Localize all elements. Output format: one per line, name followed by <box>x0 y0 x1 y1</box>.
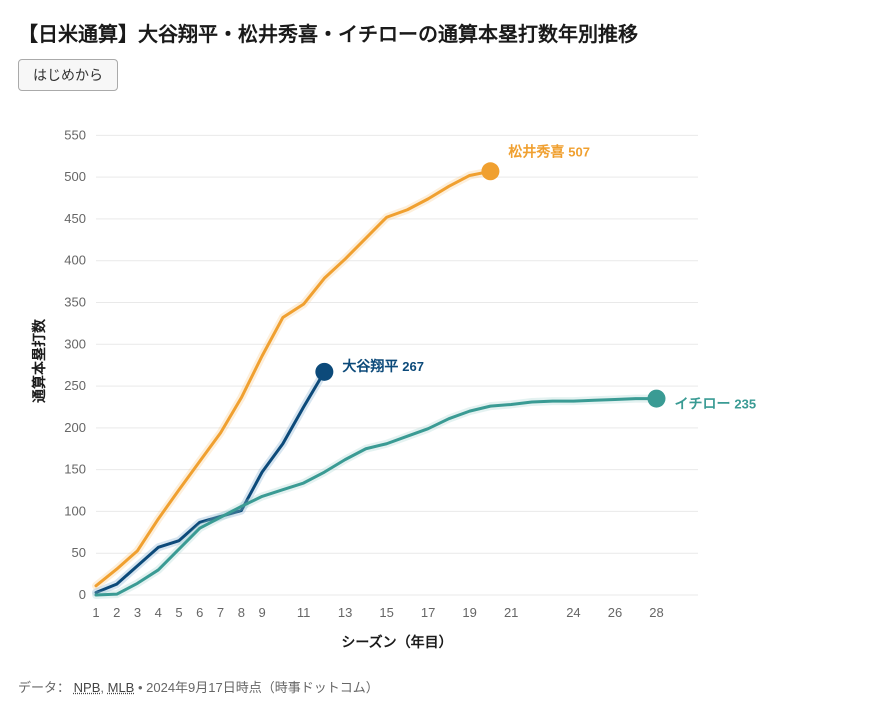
restart-button[interactable]: はじめから <box>18 59 118 91</box>
svg-text:450: 450 <box>64 211 86 226</box>
svg-text:150: 150 <box>64 462 86 477</box>
svg-text:4: 4 <box>155 605 162 620</box>
footer-bullet: • <box>134 680 146 695</box>
series-ichiro: イチロー 235 <box>96 390 756 595</box>
chart-title: 【日米通算】大谷翔平・松井秀喜・イチローの通算本塁打数年別推移 <box>18 18 859 47</box>
series-label-ichiro: イチロー 235 <box>674 396 756 412</box>
svg-text:400: 400 <box>64 253 86 268</box>
chart-svg: 0 50 100 150 200 250 300 350 400 450 500 550 1234567… <box>18 105 858 665</box>
svg-text:21: 21 <box>504 605 518 620</box>
svg-text:0: 0 <box>79 587 86 602</box>
end-dot-ichiro <box>647 390 665 408</box>
svg-text:2: 2 <box>113 605 120 620</box>
svg-text:26: 26 <box>608 605 622 620</box>
svg-text:5: 5 <box>175 605 182 620</box>
chart-area: 0 50 100 150 200 250 300 350 400 450 500 550 1234567… <box>18 105 859 665</box>
end-dot-matsui <box>481 162 499 180</box>
svg-text:300: 300 <box>64 336 86 351</box>
svg-text:通算本塁打数: 通算本塁打数 <box>31 318 47 403</box>
series-label-ohtani: 大谷翔平 267 <box>342 358 424 374</box>
svg-text:500: 500 <box>64 169 86 184</box>
svg-text:24: 24 <box>566 605 580 620</box>
svg-text:50: 50 <box>72 545 86 560</box>
svg-text:17: 17 <box>421 605 435 620</box>
footer-prefix: データ： <box>18 680 70 695</box>
footer-link-npb[interactable]: NPB <box>74 680 101 695</box>
svg-text:19: 19 <box>462 605 476 620</box>
svg-text:シーズン（年目）: シーズン（年目） <box>341 634 452 650</box>
svg-text:28: 28 <box>649 605 663 620</box>
series-ohtani: 大谷翔平 267 <box>96 358 424 593</box>
svg-text:7: 7 <box>217 605 224 620</box>
footer: データ： NPB, MLB • 2024年9月17日時点（時事ドットコム） <box>18 677 859 696</box>
footer-sep: , <box>100 680 107 695</box>
svg-text:100: 100 <box>64 503 86 518</box>
footer-link-mlb[interactable]: MLB <box>108 680 135 695</box>
end-dot-ohtani <box>315 363 333 381</box>
svg-text:9: 9 <box>258 605 265 620</box>
svg-text:15: 15 <box>379 605 393 620</box>
footer-note: 2024年9月17日時点（時事ドットコム） <box>146 680 379 695</box>
svg-text:3: 3 <box>134 605 141 620</box>
svg-text:200: 200 <box>64 420 86 435</box>
svg-text:550: 550 <box>64 127 86 142</box>
svg-text:11: 11 <box>297 605 311 620</box>
svg-text:6: 6 <box>196 605 203 620</box>
svg-text:250: 250 <box>64 378 86 393</box>
svg-text:13: 13 <box>338 605 352 620</box>
svg-text:350: 350 <box>64 295 86 310</box>
svg-text:8: 8 <box>238 605 245 620</box>
series-label-matsui: 松井秀喜 507 <box>508 143 590 159</box>
svg-text:1: 1 <box>92 605 99 620</box>
